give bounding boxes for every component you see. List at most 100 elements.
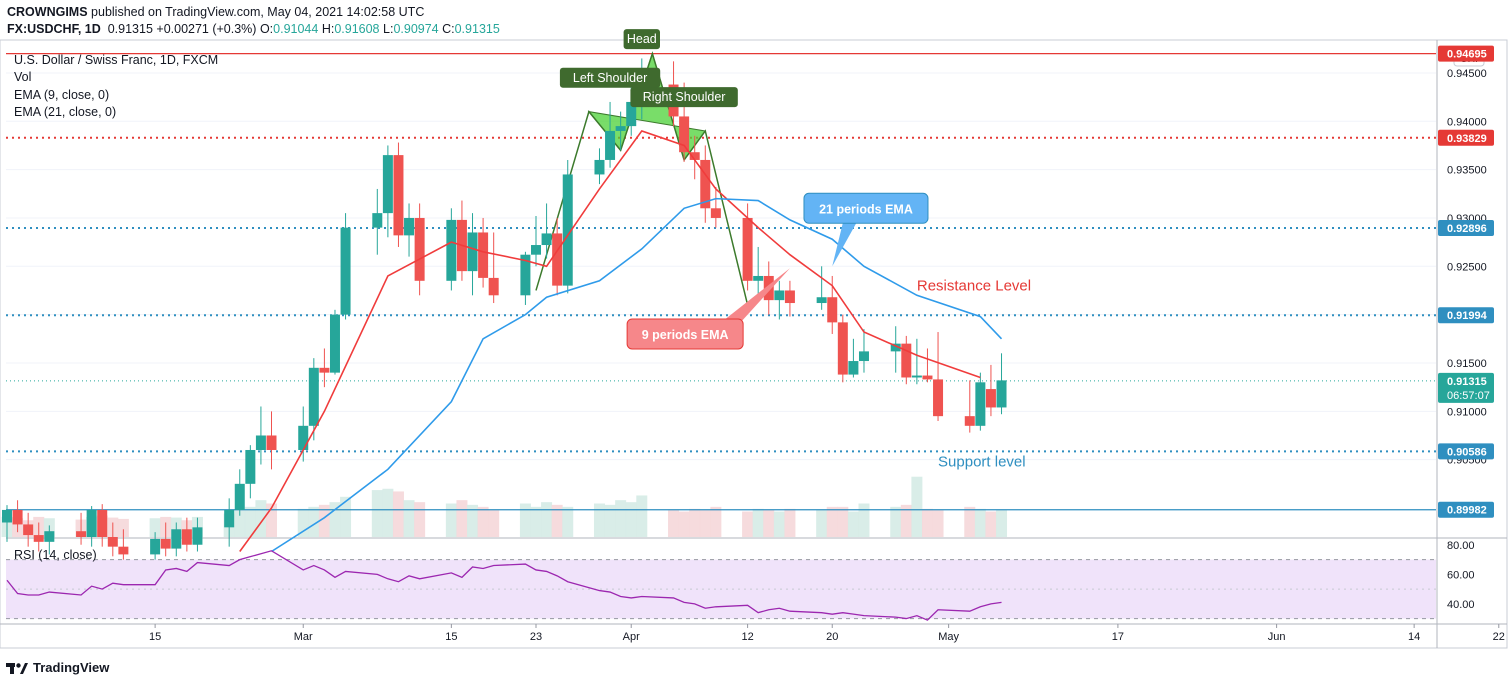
candle xyxy=(689,135,700,180)
volume-bar xyxy=(636,495,648,537)
candle xyxy=(541,203,552,259)
candle-body xyxy=(298,425,309,450)
candle-body xyxy=(2,509,12,523)
volume-bar xyxy=(530,506,542,537)
last-price-label: 0.91315 xyxy=(1447,376,1487,388)
candle-body xyxy=(33,535,44,542)
candle-body xyxy=(911,375,922,378)
volume-bar xyxy=(689,508,701,537)
candle xyxy=(171,522,182,557)
candle xyxy=(710,187,721,228)
candle xyxy=(933,332,944,421)
tradingview-footer[interactable]: TradingView xyxy=(6,660,109,675)
price-tick-label: 0.91500 xyxy=(1447,358,1487,370)
candle-body xyxy=(531,245,541,255)
right-shoulder-label: Right Shoulder xyxy=(643,90,726,104)
candle xyxy=(118,529,129,562)
candle xyxy=(911,338,922,385)
candle-body xyxy=(901,343,912,378)
candle xyxy=(531,216,541,267)
level-price-label: 0.90586 xyxy=(1447,446,1487,458)
candle-body xyxy=(308,367,319,426)
candle xyxy=(255,406,266,465)
volume-bar xyxy=(604,504,616,537)
volume-bar xyxy=(900,504,912,537)
volume-bar xyxy=(974,508,986,537)
rsi-tick-label: 80.00 xyxy=(1447,540,1475,552)
chart-frame xyxy=(0,39,1508,649)
candle xyxy=(478,217,489,288)
candle xyxy=(985,364,996,417)
candle-body xyxy=(753,275,764,281)
candle xyxy=(774,280,785,320)
candle xyxy=(488,232,499,304)
volume-bar xyxy=(668,510,680,537)
time-tick-label: Mar xyxy=(294,631,313,643)
volume-bar xyxy=(932,510,944,537)
volume-bar xyxy=(403,500,415,537)
volume-bar xyxy=(371,490,383,537)
candle xyxy=(890,326,901,373)
open-label: O: xyxy=(259,22,274,36)
close-value: 0.91315 xyxy=(454,22,500,36)
candle-body xyxy=(171,529,182,549)
candle-body xyxy=(520,254,531,296)
candle xyxy=(605,101,616,168)
volume-bar xyxy=(308,506,320,537)
volume-bar xyxy=(625,502,637,537)
candle-body xyxy=(488,277,499,296)
volume-bar xyxy=(266,503,277,537)
candle-body xyxy=(329,314,340,373)
level-price-tag xyxy=(1438,45,1494,62)
candle xyxy=(192,517,203,552)
time-tick-label: 17 xyxy=(1112,631,1124,643)
ema9-callout-bg xyxy=(626,318,744,350)
last-price-tag xyxy=(1438,372,1494,403)
volume-bar xyxy=(477,506,489,537)
price-tick-label: 0.91000 xyxy=(1447,406,1487,418)
publish-info: published on TradingView.com, May 04, 20… xyxy=(87,5,425,19)
volume-bar xyxy=(551,504,563,537)
ema21-line xyxy=(271,197,1003,553)
candle xyxy=(753,246,764,296)
time-tick-label: Jun xyxy=(1268,631,1286,643)
price-tick-label: 0.94000 xyxy=(1447,116,1487,128)
candle-body xyxy=(933,379,944,417)
candle-body xyxy=(97,509,108,537)
candle-body xyxy=(837,322,848,375)
candle-body xyxy=(192,527,203,545)
countdown-label: 06:57:07 xyxy=(1447,390,1490,402)
candle xyxy=(33,522,44,552)
candle-body xyxy=(605,130,616,160)
candle xyxy=(266,411,277,470)
candle-body xyxy=(922,375,933,380)
candle xyxy=(97,504,108,547)
level-price-tag xyxy=(1438,443,1494,460)
candle xyxy=(404,203,415,257)
volume-bar xyxy=(911,476,923,537)
time-tick-label: Apr xyxy=(623,631,640,643)
candle xyxy=(742,203,753,291)
candle xyxy=(224,498,235,547)
left-shoulder-label-bg xyxy=(559,67,661,88)
candle-body xyxy=(816,297,827,304)
footer-brand: TradingView xyxy=(33,660,110,675)
volume-bar xyxy=(837,506,849,537)
time-tick-label: 12 xyxy=(741,631,753,643)
candle xyxy=(234,469,245,516)
time-tick-label: 20 xyxy=(826,631,838,643)
volume-bar xyxy=(297,508,309,537)
candle-body xyxy=(414,217,425,281)
right-shoulder-label-bg xyxy=(630,87,738,108)
support-level-label: Support level xyxy=(938,453,1026,470)
candle-body xyxy=(985,389,996,408)
volume-bar xyxy=(329,502,341,537)
candle-body xyxy=(890,343,901,352)
candle xyxy=(562,159,573,294)
candle xyxy=(552,217,563,296)
candle xyxy=(319,348,330,388)
volume-bar xyxy=(562,506,574,537)
volume-bar xyxy=(382,488,394,537)
candle xyxy=(996,353,1007,415)
